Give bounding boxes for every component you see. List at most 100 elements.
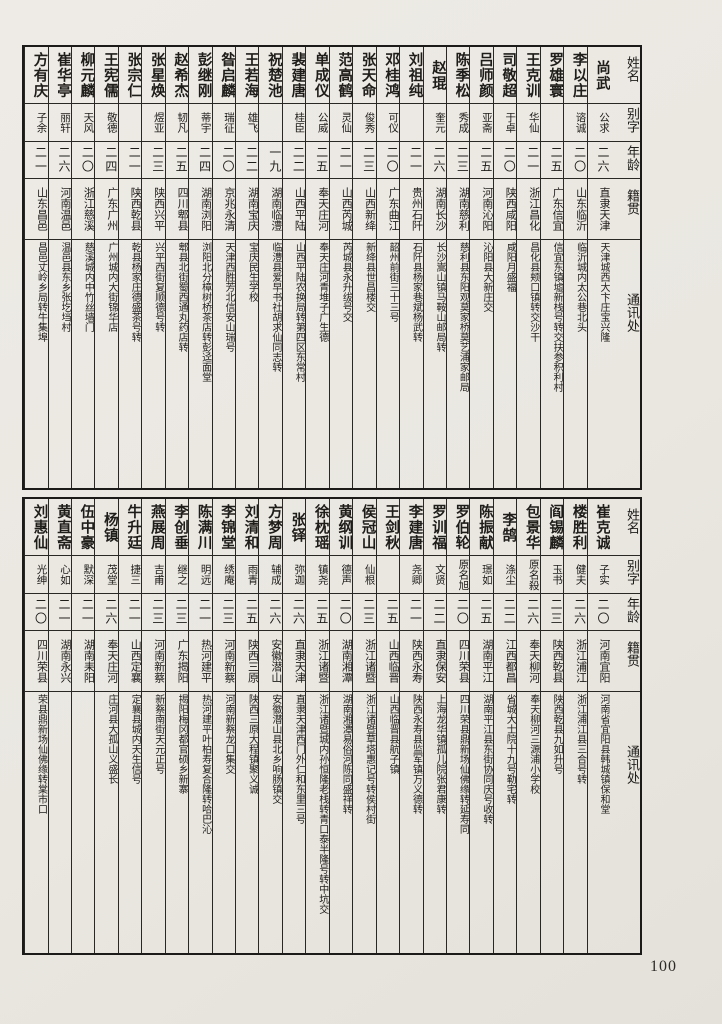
- person-contact: 陕西三原大程镇聚义诚: [246, 694, 258, 794]
- person-contact: 奉天柳河三源浦小学校: [527, 694, 539, 794]
- person-age: 二五: [470, 594, 493, 631]
- person-name: 燕展周: [142, 499, 165, 556]
- header-contact-label: 通讯处: [625, 293, 640, 332]
- person-origin: 山西定襄: [118, 631, 142, 692]
- person-column: 方梦周 辅成 二六 安徽潜山 安徽潜山县北乡响肠镇交: [258, 499, 282, 953]
- person-origin: 直隶天津: [587, 179, 610, 240]
- person-name: 杨镇: [95, 499, 118, 556]
- person-column: 李建唐 尧卿 二一 陕西永寿 陕西永寿县监军镇万义德转: [399, 499, 423, 953]
- person-column: 刘祖纯 二一 贵州石阡 石阡县杨家巷斌杨武转: [399, 47, 423, 488]
- header-age-label: 年龄: [610, 594, 640, 631]
- person-age: 二四: [95, 142, 118, 179]
- person-alias: 灵仙: [329, 104, 353, 142]
- directory-tables: 姓名 别字 年龄 籍贯 通讯处 尚武 公求 二六 直隶天津 天津城西大卞庄宝兴隆…: [22, 45, 642, 955]
- person-column: 徐枕瑶 镇尧 二五 浙江诸暨 浙江诸暨城内孙恒隆老栈转青口泰半隆号转中坑交: [305, 499, 329, 953]
- person-alias: 子余: [25, 104, 48, 142]
- person-age: 二六: [423, 142, 446, 179]
- person-alias: 吉甫: [142, 556, 165, 594]
- person-contact: 浏阳北分樟树桥茶店转彭迳面堂: [199, 242, 211, 382]
- person-column: 包景华 原名殺 二六 奉天柳河 奉天柳河三源浦小学校: [516, 499, 540, 953]
- person-age: 二三: [540, 594, 564, 631]
- header-origin-label: 籍贯: [610, 631, 640, 692]
- person-name: 祝楚池: [259, 47, 282, 104]
- person-alias: [540, 104, 564, 142]
- person-age: 二二: [236, 142, 259, 179]
- person-contact: 陕西乾县九如升号: [551, 694, 563, 774]
- person-origin: 河南温邑: [48, 179, 71, 240]
- person-age: 二一: [25, 142, 48, 179]
- person-age: 二六: [95, 594, 118, 631]
- person-age: 二〇: [212, 142, 235, 179]
- person-origin: 湖南宝庆: [236, 179, 259, 240]
- person-contact: 湖南湘潭易俗河陈同盛祥转: [340, 694, 352, 814]
- person-alias: [376, 556, 400, 594]
- person-contact: 临澧县爱早书社胡求仙同志转: [269, 242, 281, 372]
- person-contact: 新蔡南街天元正号: [152, 694, 164, 774]
- person-origin: 陕西兴平: [142, 179, 165, 240]
- person-contact: 天津城西大卞庄宝兴隆: [598, 242, 609, 342]
- person-contact: 河南新蔡龙口集交: [223, 694, 234, 774]
- person-column: 李创垂 继之 二三 广东揭阳 揭阳梅冈都官硕乡新寨: [164, 499, 189, 953]
- person-age: 二二: [423, 594, 446, 631]
- person-origin: 浙江慈溪: [71, 179, 95, 240]
- person-origin: 湖南浏阳: [189, 179, 212, 240]
- person-age: 二二: [282, 142, 306, 179]
- person-name: 昝启麟: [212, 47, 235, 104]
- person-contact: 昌邑丈岭乡局转牛集埠: [35, 242, 47, 342]
- person-name: 崔华亭: [48, 47, 71, 104]
- person-name: 吕师颜: [470, 47, 493, 104]
- header-alias-label: 别字: [610, 556, 640, 594]
- person-name: 刘惠仙: [25, 499, 48, 556]
- directory-table-top: 姓名 别字 年龄 籍贯 通讯处 尚武 公求 二六 直隶天津 天津城西大卞庄宝兴隆…: [22, 45, 642, 490]
- person-alias: 雨青: [236, 556, 259, 594]
- person-column: 方有庆 子余 二一 山东昌邑 昌邑丈岭乡局转牛集埠: [24, 47, 48, 488]
- person-column: 罗训福 文贤 二二 直隶保安 上海龙华镇孤儿院张君康转: [422, 499, 446, 953]
- person-name: 张铎: [282, 499, 306, 556]
- person-origin: 陕西乾县: [118, 179, 142, 240]
- person-name: 王克训: [517, 47, 540, 104]
- person-alias: 公求: [587, 104, 610, 142]
- person-contact: 荣县鼎新场仙佛缘转棠市口: [35, 694, 47, 814]
- person-alias: 弥迦: [282, 556, 306, 594]
- person-origin: 陕西永寿: [400, 631, 423, 692]
- table-header-column: 姓名 别字 年龄 籍贯 通讯处: [610, 499, 640, 953]
- person-name: 张星焕: [142, 47, 165, 104]
- person-age: 二四: [189, 142, 212, 179]
- person-origin: 湖南平江: [470, 631, 493, 692]
- person-name: 李建唐: [400, 499, 423, 556]
- person-contact: 兴平西街复顺德号转: [152, 242, 164, 332]
- person-name: 尚武: [587, 47, 610, 104]
- person-alias: 蒂宇: [189, 104, 212, 142]
- person-alias: 俊秀: [353, 104, 376, 142]
- person-column: 张宗仁 二一 陕西乾县 乾县杨家庄德盛茶号转: [117, 47, 142, 488]
- person-alias: [118, 104, 142, 142]
- person-alias: 华仙: [517, 104, 540, 142]
- person-contact: 安徽潜山县北乡响肠镇交: [269, 694, 281, 804]
- person-column: 吕师颜 亚斋 二五 河南沁阳 沁阳县大新庄交: [469, 47, 493, 488]
- person-alias: 尧卿: [400, 556, 423, 594]
- person-age: 二一: [118, 142, 142, 179]
- person-origin: 湖南湘潭: [329, 631, 353, 692]
- person-age: 二五: [470, 142, 493, 179]
- person-age: 二〇: [376, 142, 400, 179]
- person-alias: 亚斋: [470, 104, 493, 142]
- person-name: 裴建唐: [282, 47, 306, 104]
- person-origin: 河南沁阳: [470, 179, 493, 240]
- person-origin: 四川荣县: [25, 631, 48, 692]
- person-age: 二〇: [564, 142, 587, 179]
- person-origin: 湖南临澧: [259, 179, 282, 240]
- person-name: 张天命: [353, 47, 376, 104]
- person-alias: 玉书: [540, 556, 564, 594]
- person-column: 罗雄寰 二五 广东信宜 信宜东镇墟新栈号转交扶参积利村: [539, 47, 564, 488]
- person-age: 二六: [259, 594, 282, 631]
- person-age: 二〇: [493, 142, 517, 179]
- person-alias: 原名殺: [517, 556, 540, 594]
- person-origin: 奉天庄河: [306, 179, 329, 240]
- person-origin: 浙江诸暨: [306, 631, 329, 692]
- person-name: 李鹄: [493, 499, 517, 556]
- person-contact: 昌化县颊口镇转交沙干: [527, 242, 539, 342]
- person-column: 陈振献 璟如 二五 湖南平江 湖南平江县东街协同庆号收转: [469, 499, 493, 953]
- person-column: 王克训 华仙 二一 浙江昌化 昌化县颊口镇转交沙干: [516, 47, 540, 488]
- person-column: 彭继刚 蒂宇 二四 湖南浏阳 浏阳北分樟树桥茶店转彭迳面堂: [188, 47, 212, 488]
